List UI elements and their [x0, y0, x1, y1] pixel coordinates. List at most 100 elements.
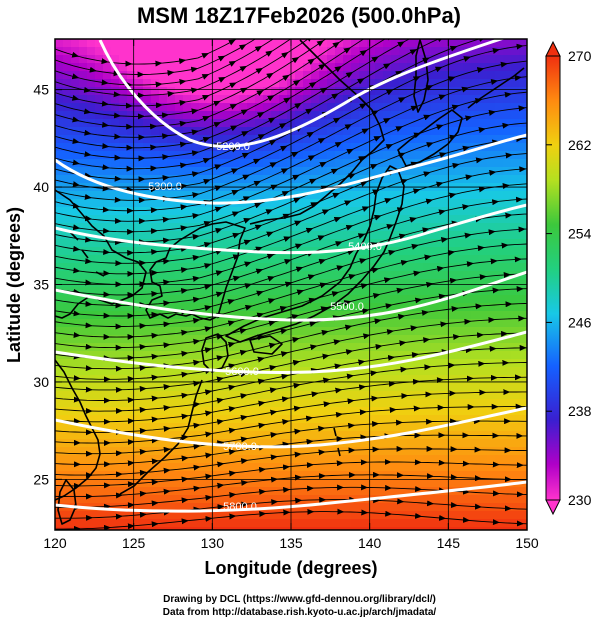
shade-cell — [327, 39, 336, 48]
shade-cell — [271, 223, 280, 232]
shade-cell — [271, 231, 280, 240]
shade-cell — [119, 367, 128, 376]
shade-cell — [479, 495, 488, 504]
shade-cell — [423, 463, 432, 472]
shade-cell — [391, 215, 400, 224]
shade-cell — [239, 167, 248, 176]
shade-cell — [279, 135, 288, 144]
shade-cell — [471, 87, 480, 96]
shade-cell — [207, 455, 216, 464]
shade-cell — [199, 39, 208, 48]
shade-cell — [199, 119, 208, 128]
shade-cell — [359, 455, 368, 464]
shade-cell — [407, 175, 416, 184]
shade-cell — [175, 503, 184, 512]
shade-cell — [471, 511, 480, 520]
shade-cell — [391, 407, 400, 416]
shade-cell — [295, 151, 304, 160]
shade-cell — [327, 383, 336, 392]
shade-cell — [479, 327, 488, 336]
shade-cell — [359, 95, 368, 104]
shade-cell — [55, 135, 64, 144]
shade-cell — [279, 279, 288, 288]
shade-cell — [175, 239, 184, 248]
wind-arrow — [192, 254, 200, 261]
shade-cell — [479, 247, 488, 256]
shade-cell — [327, 287, 336, 296]
shade-cell — [495, 223, 504, 232]
shade-cell — [415, 55, 424, 64]
shade-cell — [415, 103, 424, 112]
wind-arrow — [231, 190, 240, 196]
shade-cell — [271, 375, 280, 384]
shade-cell — [191, 471, 200, 480]
shade-cell — [511, 63, 520, 72]
shade-cell — [175, 95, 184, 104]
shade-cell — [319, 311, 328, 320]
shade-cell — [207, 519, 216, 528]
shade-cell — [55, 271, 64, 280]
shade-cell — [327, 55, 336, 64]
shade-cell — [351, 343, 360, 352]
shade-cell — [199, 127, 208, 136]
shade-cell — [207, 375, 216, 384]
shade-cell — [207, 55, 216, 64]
shade-cell — [455, 135, 464, 144]
shade-cell — [55, 127, 64, 136]
shade-cell — [151, 503, 160, 512]
shade-cell — [471, 479, 480, 488]
shade-cell — [279, 399, 288, 408]
shade-cell — [455, 319, 464, 328]
shade-cell — [71, 103, 80, 112]
shade-cell — [79, 359, 88, 368]
shade-cell — [407, 231, 416, 240]
wind-arrow — [334, 141, 343, 148]
shade-cell — [327, 191, 336, 200]
shade-cell — [471, 135, 480, 144]
shade-cell — [111, 119, 120, 128]
shade-cell — [439, 191, 448, 200]
shade-cell — [343, 343, 352, 352]
shade-cell — [279, 455, 288, 464]
shade-cell — [199, 303, 208, 312]
shade-cell — [143, 519, 152, 528]
shade-cell — [279, 79, 288, 88]
wind-arrow — [205, 515, 213, 522]
wind-arrow — [253, 158, 261, 165]
shade-cell — [375, 447, 384, 456]
shade-cell — [151, 151, 160, 160]
streamline — [55, 420, 527, 455]
shade-cell — [199, 455, 208, 464]
shade-cell — [271, 383, 280, 392]
shade-cell — [239, 383, 248, 392]
shade-cell — [151, 431, 160, 440]
shade-cell — [175, 399, 184, 408]
wind-arrow — [179, 162, 188, 169]
shade-cell — [167, 207, 176, 216]
shade-cell — [63, 223, 72, 232]
shade-cell — [479, 167, 488, 176]
shade-cell — [271, 271, 280, 280]
shade-cell — [439, 463, 448, 472]
shade-cell — [191, 255, 200, 264]
shade-cell — [239, 63, 248, 72]
shade-cell — [487, 439, 496, 448]
shade-cell — [455, 407, 464, 416]
shade-cell — [215, 263, 224, 272]
shade-cell — [119, 239, 128, 248]
shade-cell — [463, 447, 472, 456]
shade-cell — [103, 383, 112, 392]
shade-cell — [399, 455, 408, 464]
shade-cell — [255, 71, 264, 80]
shade-cell — [399, 87, 408, 96]
shade-cell — [135, 111, 144, 120]
shade-cell — [431, 303, 440, 312]
shade-cell — [207, 479, 216, 488]
shade-cell — [359, 391, 368, 400]
wind-arrow — [294, 428, 302, 435]
wind-arrow — [385, 89, 394, 96]
shade-cell — [415, 511, 424, 520]
wind-arrow — [504, 91, 512, 98]
shade-cell — [335, 519, 344, 528]
